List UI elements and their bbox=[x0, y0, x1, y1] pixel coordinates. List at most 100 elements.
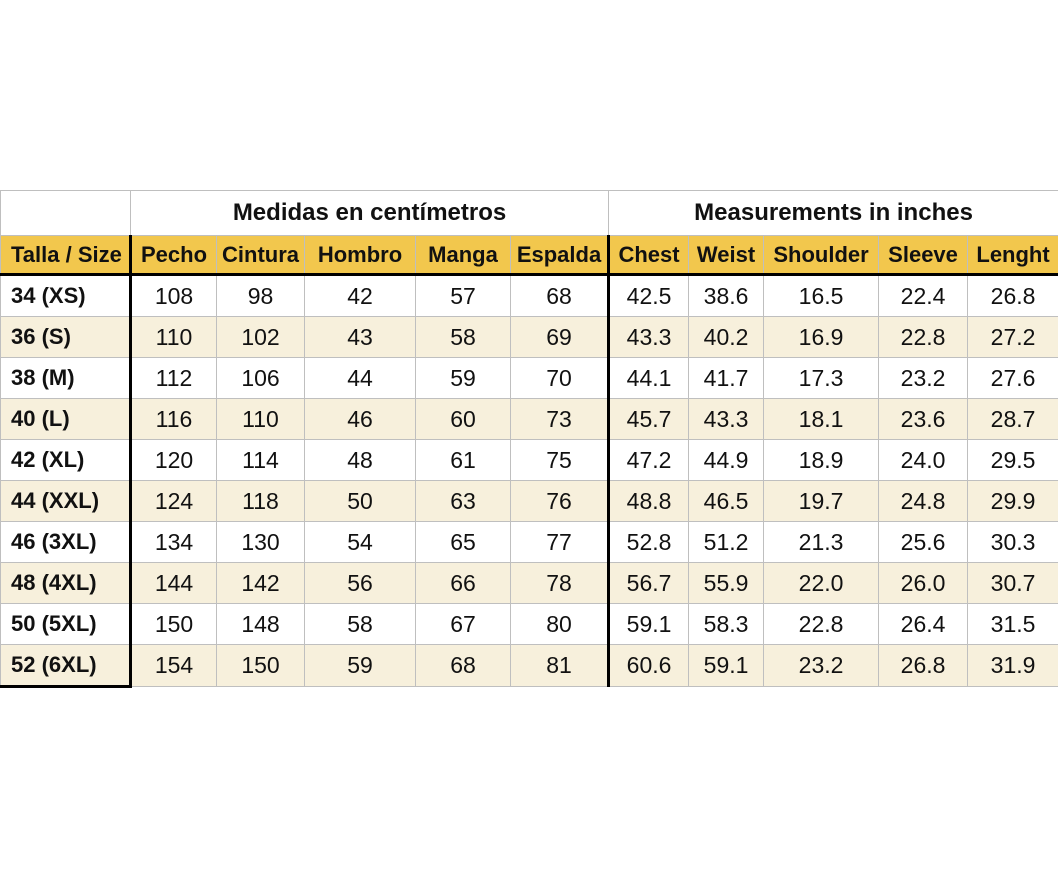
corner-cell bbox=[0, 190, 131, 236]
size-label: 50 (5XL) bbox=[0, 603, 132, 645]
group-header-row: Medidas en centímetros Measurements in i… bbox=[0, 190, 1058, 236]
cm-value: 42 bbox=[304, 274, 416, 317]
inch-value: 46.5 bbox=[688, 480, 765, 522]
table-row: 42 (XL) 120 114 48 61 75 47.2 44.9 18.9 24.0 29.5 bbox=[0, 439, 1058, 481]
cm-value: 134 bbox=[130, 521, 217, 563]
inch-value: 48.8 bbox=[607, 480, 690, 522]
size-label: 44 (XXL) bbox=[0, 480, 132, 522]
inch-value: 42.5 bbox=[607, 274, 690, 317]
cm-value: 110 bbox=[130, 316, 217, 358]
cm-value: 65 bbox=[415, 521, 511, 563]
cm-value: 44 bbox=[304, 357, 416, 399]
column-header-lenght: Lenght bbox=[967, 235, 1058, 276]
table-row: 48 (4XL) 144 142 56 66 78 56.7 55.9 22.0 26.0 30.7 bbox=[0, 562, 1058, 604]
cm-value: 150 bbox=[130, 603, 217, 645]
cm-value: 54 bbox=[304, 521, 416, 563]
inch-value: 16.9 bbox=[763, 316, 880, 358]
cm-value: 114 bbox=[216, 439, 305, 481]
cm-value: 76 bbox=[509, 480, 610, 522]
cm-value: 59 bbox=[415, 357, 511, 399]
inch-value: 56.7 bbox=[607, 562, 690, 604]
table-row: 40 (L) 116 110 46 60 73 45.7 43.3 18.1 23.6 28.7 bbox=[0, 398, 1058, 440]
cm-value: 58 bbox=[415, 316, 511, 358]
size-conversion-table: Medidas en centímetros Measurements in i… bbox=[0, 190, 1058, 688]
inch-value: 22.0 bbox=[763, 562, 880, 604]
size-label: 42 (XL) bbox=[0, 439, 132, 481]
table-row: 52 (6XL) 154 150 59 68 81 60.6 59.1 23.2 26.8 31.9 bbox=[0, 644, 1058, 688]
inch-value: 22.4 bbox=[878, 274, 969, 317]
cm-value: 46 bbox=[304, 398, 416, 440]
table-row: 46 (3XL) 134 130 54 65 77 52.8 51.2 21.3 25.6 30.3 bbox=[0, 521, 1058, 563]
table-body: 34 (XS) 108 98 42 57 68 42.5 38.6 16.5 22.4 26.8 36… bbox=[0, 274, 1058, 688]
cm-value: 154 bbox=[130, 644, 217, 687]
inch-value: 60.6 bbox=[607, 644, 690, 687]
table-row: 36 (S) 110 102 43 58 69 43.3 40.2 16.9 22.8 27.2 bbox=[0, 316, 1058, 358]
inch-value: 22.8 bbox=[763, 603, 880, 645]
cm-value: 120 bbox=[130, 439, 217, 481]
inch-value: 44.9 bbox=[688, 439, 765, 481]
cm-value: 60 bbox=[415, 398, 511, 440]
inch-value: 43.3 bbox=[688, 398, 765, 440]
cm-value: 50 bbox=[304, 480, 416, 522]
cm-value: 77 bbox=[509, 521, 610, 563]
cm-value: 150 bbox=[216, 644, 305, 687]
inch-value: 28.7 bbox=[967, 398, 1058, 440]
inch-value: 52.8 bbox=[607, 521, 690, 563]
inch-value: 40.2 bbox=[688, 316, 765, 358]
column-header-pecho: Pecho bbox=[130, 235, 217, 276]
cm-value: 68 bbox=[415, 644, 511, 687]
table-row: 50 (5XL) 150 148 58 67 80 59.1 58.3 22.8 26.4 31.5 bbox=[0, 603, 1058, 645]
cm-value: 67 bbox=[415, 603, 511, 645]
inch-value: 24.8 bbox=[878, 480, 969, 522]
cm-value: 106 bbox=[216, 357, 305, 399]
cm-value: 148 bbox=[216, 603, 305, 645]
inch-value: 26.4 bbox=[878, 603, 969, 645]
inch-value: 31.9 bbox=[967, 644, 1058, 687]
inch-value: 26.8 bbox=[967, 274, 1058, 317]
inch-value: 30.3 bbox=[967, 521, 1058, 563]
inch-value: 19.7 bbox=[763, 480, 880, 522]
cm-value: 124 bbox=[130, 480, 217, 522]
column-header-shoulder: Shoulder bbox=[763, 235, 880, 276]
inch-value: 45.7 bbox=[607, 398, 690, 440]
cm-value: 73 bbox=[509, 398, 610, 440]
cm-value: 56 bbox=[304, 562, 416, 604]
column-header-espalda: Espalda bbox=[509, 235, 610, 276]
cm-value: 142 bbox=[216, 562, 305, 604]
cm-value: 108 bbox=[130, 274, 217, 317]
size-label: 34 (XS) bbox=[0, 274, 132, 317]
inch-value: 17.3 bbox=[763, 357, 880, 399]
inch-value: 59.1 bbox=[607, 603, 690, 645]
inch-value: 23.6 bbox=[878, 398, 969, 440]
cm-value: 80 bbox=[509, 603, 610, 645]
cm-value: 98 bbox=[216, 274, 305, 317]
inch-value: 26.0 bbox=[878, 562, 969, 604]
inch-value: 41.7 bbox=[688, 357, 765, 399]
inch-value: 43.3 bbox=[607, 316, 690, 358]
inch-value: 30.7 bbox=[967, 562, 1058, 604]
inch-value: 24.0 bbox=[878, 439, 969, 481]
cm-value: 110 bbox=[216, 398, 305, 440]
cm-value: 75 bbox=[509, 439, 610, 481]
cm-value: 116 bbox=[130, 398, 217, 440]
cm-value: 81 bbox=[509, 644, 610, 687]
column-header-sleeve: Sleeve bbox=[878, 235, 969, 276]
table-row: 38 (M) 112 106 44 59 70 44.1 41.7 17.3 23.2 27.6 bbox=[0, 357, 1058, 399]
inch-value: 44.1 bbox=[607, 357, 690, 399]
cm-value: 130 bbox=[216, 521, 305, 563]
cm-value: 68 bbox=[509, 274, 610, 317]
inch-value: 51.2 bbox=[688, 521, 765, 563]
size-label: 40 (L) bbox=[0, 398, 132, 440]
size-label: 52 (6XL) bbox=[0, 644, 132, 688]
cm-value: 66 bbox=[415, 562, 511, 604]
inch-value: 16.5 bbox=[763, 274, 880, 317]
column-header-talla-size: Talla / Size bbox=[0, 235, 132, 276]
group-header-inches: Measurements in inches bbox=[608, 190, 1058, 236]
inch-value: 18.1 bbox=[763, 398, 880, 440]
cm-value: 102 bbox=[216, 316, 305, 358]
inch-value: 29.9 bbox=[967, 480, 1058, 522]
table-row: 44 (XXL) 124 118 50 63 76 48.8 46.5 19.7 24.8 29.9 bbox=[0, 480, 1058, 522]
inch-value: 47.2 bbox=[607, 439, 690, 481]
inch-value: 22.8 bbox=[878, 316, 969, 358]
